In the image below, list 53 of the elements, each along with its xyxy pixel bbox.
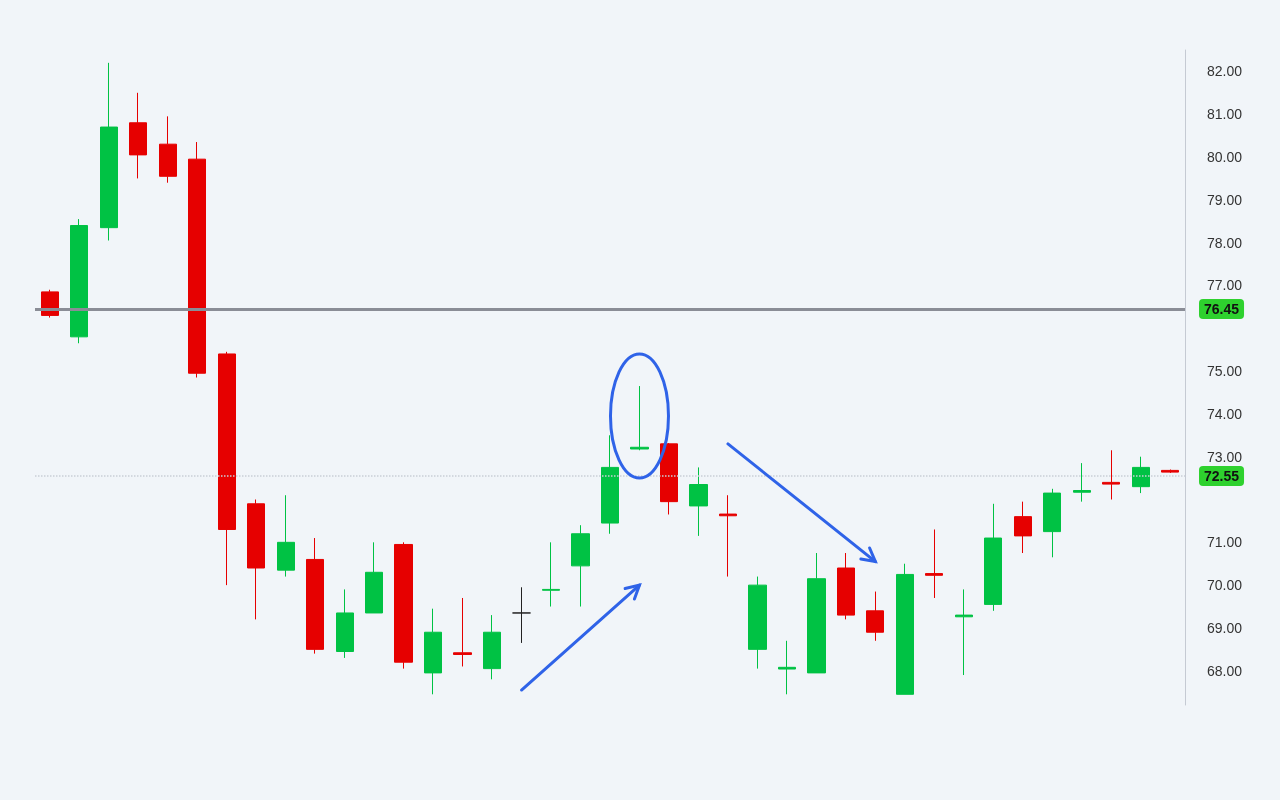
candlestick	[1043, 488, 1061, 558]
candlestick	[1073, 462, 1091, 503]
candlestick	[778, 640, 796, 695]
candlestick	[837, 552, 855, 620]
ref-line-label: 76.45	[1204, 301, 1240, 317]
candlestick	[630, 385, 649, 451]
candlestick	[306, 537, 324, 655]
y-tick-label: 77.00	[1207, 277, 1243, 294]
ref-line-label: 72.55	[1204, 467, 1240, 484]
candlestick	[453, 597, 472, 667]
y-tick-label: 71.00	[1207, 534, 1243, 551]
candlestick	[129, 92, 147, 179]
candlestick	[925, 528, 943, 599]
candlestick	[984, 503, 1002, 612]
candlestick	[748, 576, 767, 670]
y-tick-label: 73.00	[1207, 448, 1243, 465]
y-tick-label: 80.00	[1207, 149, 1243, 166]
candlestick	[70, 218, 88, 344]
candlestick	[1132, 456, 1150, 494]
candlestick	[1102, 449, 1120, 501]
candlestick	[424, 608, 442, 695]
candlestick	[365, 541, 383, 614]
y-tick-label: 74.00	[1207, 405, 1243, 422]
y-tick-label: 79.00	[1207, 191, 1243, 208]
candlestick	[955, 588, 973, 676]
candlestick	[571, 524, 590, 608]
candlestick	[807, 552, 826, 674]
y-tick-label: 69.00	[1207, 619, 1243, 636]
y-tick-label: 81.00	[1207, 106, 1243, 123]
y-tick-label: 68.00	[1207, 662, 1243, 679]
candlestick	[247, 499, 265, 620]
candlestick	[277, 494, 295, 578]
candlestick	[188, 141, 206, 378]
y-tick-label: 70.00	[1207, 577, 1243, 594]
candlestick	[394, 541, 413, 670]
candlestick	[601, 434, 619, 535]
candlestick	[336, 588, 354, 659]
candlestick	[542, 541, 560, 608]
candlestick	[866, 591, 884, 642]
candlestick	[512, 586, 531, 644]
y-tick-label: 82.00	[1207, 63, 1243, 80]
candlestick	[689, 466, 708, 537]
candlestick	[1014, 501, 1032, 554]
y-tick-label: 75.00	[1207, 363, 1243, 380]
candlestick	[896, 563, 914, 695]
candlestick	[159, 115, 177, 184]
candlestick	[218, 351, 236, 586]
y-tick-label: 78.00	[1207, 234, 1243, 251]
candlestick	[100, 62, 118, 242]
candlestick	[719, 494, 737, 578]
candlestick	[660, 442, 678, 515]
candlestick	[1161, 469, 1179, 474]
candlestick	[483, 614, 501, 680]
